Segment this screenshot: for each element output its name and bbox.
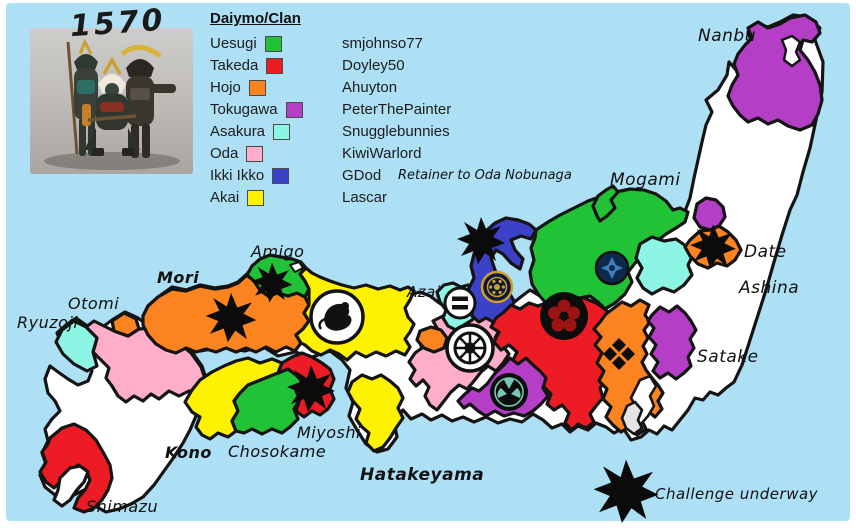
region-satake — [646, 304, 698, 381]
label-azai: Azai — [406, 283, 441, 301]
uesugi-navy-mon — [594, 250, 630, 286]
label-otomi: Otomi — [68, 294, 119, 313]
ikki-ikko-color-swatch — [272, 167, 290, 184]
legend-row-takeda: Takeda Doyley50 — [210, 57, 590, 74]
player-name: GDod — [342, 167, 382, 184]
label-amigo: Amigo — [250, 242, 304, 261]
player-name: PeterThePainter — [342, 101, 452, 118]
hojo-color-swatch — [248, 79, 266, 96]
region-nanbu-white-hole — [780, 34, 802, 68]
legend-panel: Daiymo/Clan Uesugi smjohnso77 Takeda Doy… — [210, 10, 590, 211]
legend-title: Daiymo/Clan — [210, 10, 301, 27]
tokugawa-color-swatch — [285, 101, 303, 118]
player-name: Ahuyton — [342, 79, 398, 96]
samurai-center — [84, 56, 140, 156]
region-date-purple-blob — [692, 196, 727, 232]
oda-wheel-mon — [445, 323, 495, 373]
player-name: Lascar — [342, 189, 388, 206]
uesugi-color-swatch — [264, 35, 282, 52]
legend-row-oda: Oda KiwiWarlord — [210, 145, 590, 162]
clan-label: Asakura — [210, 123, 266, 140]
region-shimazu — [38, 422, 114, 514]
player-name: Snugglebunnies — [342, 123, 450, 140]
region-shimazu-white-hook — [52, 464, 90, 508]
takeda-flower-mon — [540, 292, 588, 340]
akai-white-bird-mon — [309, 289, 365, 345]
label-ashina: Ashina — [738, 278, 799, 298]
azai-bars-mon — [443, 286, 477, 320]
player-name: Doyley50 — [342, 57, 405, 74]
clan-label: Hojo — [210, 79, 241, 96]
akai-color-swatch — [247, 189, 265, 206]
oda-color-swatch — [246, 145, 264, 162]
clan-label: Oda — [210, 145, 239, 162]
region-sado-island — [591, 184, 620, 223]
label-hatakeyama: Hatakeyama — [360, 465, 484, 485]
challenge-legend-label: Challenge underway — [655, 485, 819, 503]
label-date: Date — [744, 242, 787, 262]
legend-row-asakura: Asakura Snugglebunnies — [210, 123, 590, 140]
region-izu-gray — [620, 400, 644, 436]
samurai-left — [66, 38, 98, 156]
label-shimazu: Shimazu — [86, 497, 158, 516]
year-label: 1570 — [68, 2, 167, 45]
takeda-color-swatch — [266, 57, 284, 74]
hojo-diamonds-mon — [603, 338, 635, 370]
region-hatakeyama — [346, 373, 405, 453]
label-nanbu: Nanbu — [698, 26, 756, 46]
label-satake: Satake — [697, 347, 759, 367]
clan-label: Akai — [210, 189, 240, 206]
legend-row-akai: Akai Lascar — [210, 189, 590, 206]
samurai-right — [118, 45, 176, 158]
region-kyushu-north-tip — [110, 311, 141, 338]
label-mogami: Mogami — [610, 170, 681, 190]
region-orange-enclave — [415, 325, 449, 354]
player-name: smjohnso77 — [342, 35, 423, 52]
samurai-photo — [30, 28, 193, 174]
ikki-ikko-gold-mon — [480, 270, 514, 304]
label-mori: Mori — [157, 268, 199, 287]
clan-label: Takeda — [210, 57, 259, 74]
legend-row-hojo: Hojo Ahuyton — [210, 79, 590, 96]
label-chosokame: Chosokame — [228, 442, 326, 461]
samurai-illustration — [44, 38, 180, 170]
asakura-color-swatch — [273, 123, 291, 140]
label-ryuzoji: Ryuzoji — [17, 313, 78, 332]
region-amigo-notch — [289, 261, 304, 273]
region-ryuzoji — [54, 319, 99, 373]
region-north-cyan — [634, 235, 695, 296]
tokugawa-aoi-mon — [490, 373, 528, 411]
retainer-note: Retainer to Oda Nobunaga — [398, 168, 572, 183]
legend-row-ikki-ikko: Ikki Ikko GDod Retainer to Oda Nobunaga — [210, 167, 590, 184]
legend-rows: Uesugi smjohnso77 Takeda Doyley50 Hojo A… — [210, 35, 590, 206]
legend-row-uesugi: Uesugi smjohnso77 — [210, 35, 590, 52]
player-name: KiwiWarlord — [342, 145, 422, 162]
clan-label: Ikki Ikko — [210, 167, 265, 184]
legend-row-tokugawa: Tokugawa PeterThePainter — [210, 101, 590, 118]
clan-label: Tokugawa — [210, 101, 278, 118]
label-kono: Kono — [165, 443, 212, 462]
clan-label: Uesugi — [210, 35, 257, 52]
label-miyoshi: Miyoshi — [297, 423, 361, 442]
